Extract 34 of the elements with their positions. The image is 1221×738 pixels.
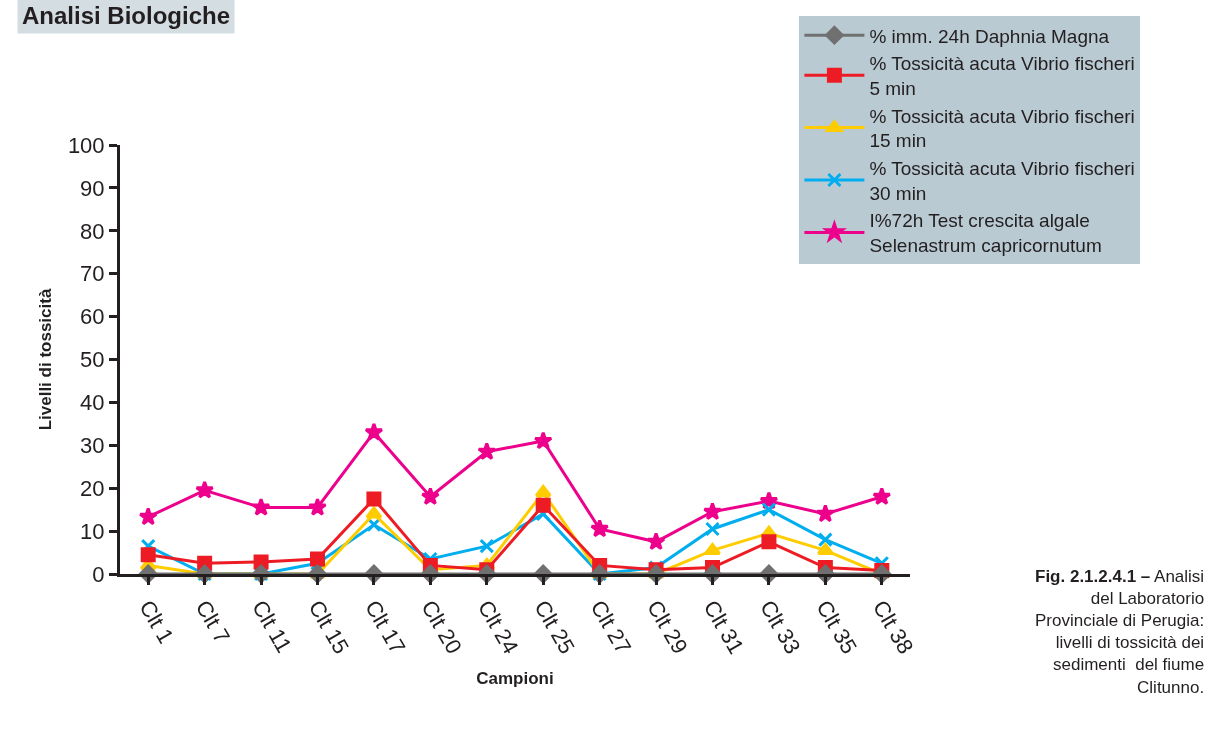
x-tick-label: Clt 24 (472, 595, 524, 659)
y-tick-label: 30 (80, 433, 105, 458)
y-tick-label: 0 (92, 561, 105, 587)
x-tick-label: Clt 17 (360, 595, 411, 659)
x-tick-label: Clt 33 (755, 595, 806, 659)
x-tick-label: Clt 29 (642, 595, 693, 659)
x-tick-label: Clt 38 (867, 595, 919, 659)
x-tick-label: Clt 31 (698, 595, 750, 659)
legend-label: % Tossicità acuta Vibrio fischeri 5 min (869, 53, 1135, 99)
y-tick-label: 40 (80, 390, 105, 416)
y-tick-label: 90 (80, 175, 105, 201)
x-tick-label: Clt 27 (585, 595, 637, 659)
legend-label: I%72h Test crescita algale Selenastrum capricornutum (869, 210, 1102, 257)
legend-label: % Tossicità acuta Vibrio fischeri 30 min (869, 158, 1135, 204)
x-axis-title: Campioni (476, 668, 554, 688)
y-tick-label: 50 (80, 347, 105, 373)
y-tick-label: 80 (80, 218, 105, 244)
x-tick-label: Clt 35 (811, 595, 862, 659)
caption: Fig. 2.1.2.4.1 – Analisi del Laboratorio Provinciale di Perugia: livelli di tossicità dei sedimenti del fiume Clitunno. (1035, 567, 1205, 697)
y-tick-label: 70 (80, 261, 105, 287)
legend-label: % Tossicità acuta Vibrio fischeri 15 min (869, 105, 1135, 152)
x-tick-label: Clt 7 (190, 595, 236, 648)
x-tick-label: Clt 25 (529, 595, 580, 659)
y-tick-label: 10 (80, 518, 105, 544)
y-axis-title: Livelli di tossicità (36, 288, 56, 431)
y-tick-label: 60 (80, 304, 105, 330)
x-tick-label: Clt 15 (303, 595, 355, 659)
y-tick-label: 20 (80, 475, 105, 501)
x-tick-label: Clt 1 (134, 595, 179, 648)
chart-title: Analisi Biologiche (22, 2, 231, 29)
legend-label: % imm. 24h Daphnia Magna (869, 25, 1110, 47)
y-tick-label: 100 (67, 132, 105, 158)
x-tick-label: Clt 20 (416, 595, 467, 659)
x-tick-label: Clt 11 (247, 595, 297, 657)
